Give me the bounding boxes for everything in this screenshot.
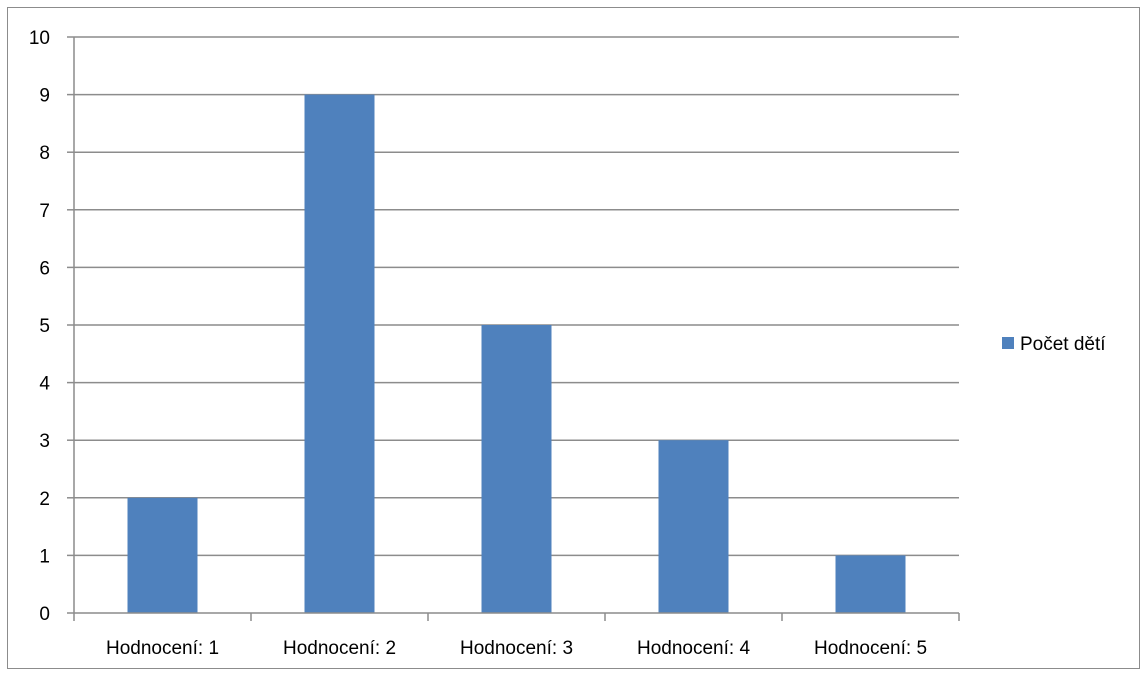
y-tick-label: 5	[39, 316, 50, 337]
bar	[658, 440, 729, 613]
y-tick-label: 6	[39, 258, 50, 279]
legend-label-pocet-deti: Počet dětí	[1020, 334, 1106, 355]
x-tick-label: Hodnocení: 3	[460, 638, 573, 659]
bar	[304, 94, 375, 614]
x-tick-label: Hodnocení: 1	[106, 638, 219, 659]
legend-swatch	[1002, 337, 1014, 349]
x-tick-labels: Hodnocení: 1 Hodnocení: 2 Hodnocení: 3 Hodn…	[106, 638, 927, 659]
gridlines	[74, 36, 959, 557]
bar	[127, 497, 198, 613]
y-tick-label: 0	[39, 604, 50, 625]
y-tick-label: 2	[39, 489, 50, 510]
x-tick-label: Hodnocení: 5	[814, 638, 927, 659]
y-tick-label: 9	[39, 86, 50, 107]
y-tick-label: 7	[39, 201, 50, 222]
y-tick-labels: 0 1 2 3 4 5 6 7 8 9 10	[29, 28, 51, 625]
y-tick-label: 1	[39, 546, 50, 567]
y-tick-label: 3	[39, 431, 50, 452]
bar	[835, 555, 906, 613]
y-tick-label: 10	[29, 28, 50, 49]
y-tick-label: 4	[39, 374, 50, 395]
legend: Počet dětí	[1002, 334, 1106, 355]
bar	[481, 325, 552, 613]
bars	[127, 94, 906, 614]
x-tick-label: Hodnocení: 4	[637, 638, 750, 659]
axes	[67, 36, 960, 621]
y-tick-label: 8	[39, 143, 50, 164]
x-tick-label: Hodnocení: 2	[283, 638, 396, 659]
